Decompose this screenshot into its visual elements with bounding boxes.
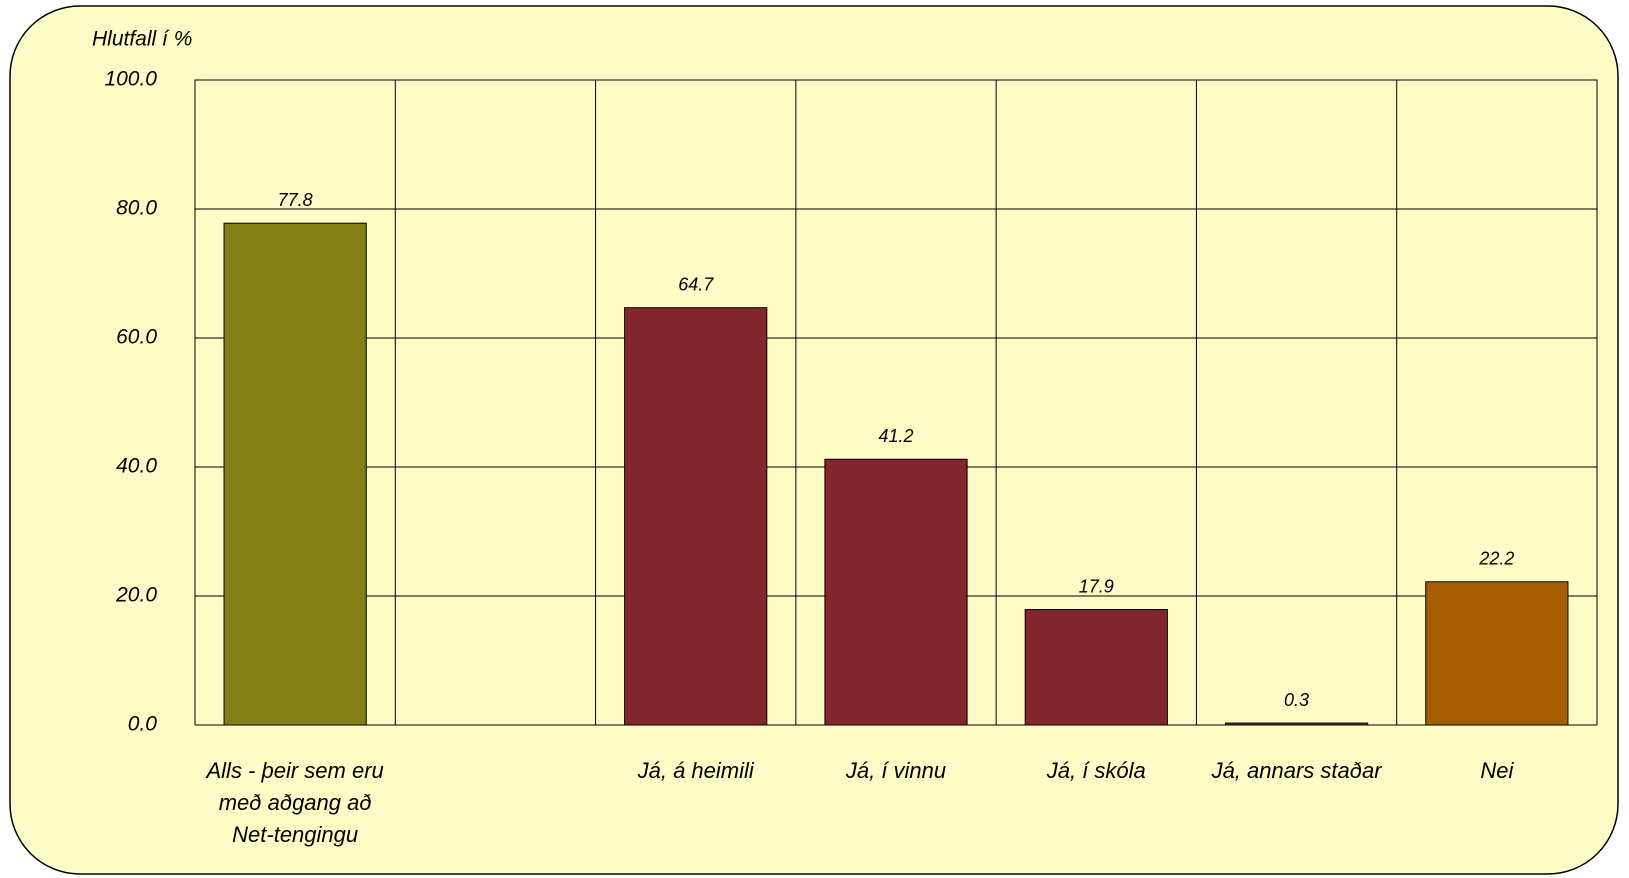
x-tick-label: Já, á heimili bbox=[637, 758, 754, 783]
y-tick-label: 40.0 bbox=[116, 455, 157, 478]
y-tick-label: 60.0 bbox=[116, 326, 157, 349]
data-label: 17.9 bbox=[1079, 576, 1114, 596]
y-tick-label: 80.0 bbox=[116, 197, 157, 220]
x-tick-label: Já, annars staðar bbox=[1211, 758, 1382, 783]
x-tick-label: Alls - þeir sem eru með aðgang að Net-te… bbox=[206, 758, 384, 847]
x-tick-label: Já, í vinnu bbox=[845, 758, 947, 783]
y-axis-label: Hlutfall í % bbox=[92, 28, 192, 51]
x-tick-label: Nei bbox=[1480, 758, 1514, 783]
y-tick-label: 0.0 bbox=[128, 713, 158, 736]
data-label: 41.2 bbox=[878, 426, 913, 446]
data-label: 64.7 bbox=[678, 274, 714, 294]
data-label: 0.3 bbox=[1284, 690, 1309, 710]
chart-background bbox=[9, 5, 1619, 875]
data-label: 22.2 bbox=[1478, 549, 1514, 569]
bar bbox=[1224, 722, 1369, 726]
y-tick-label: 20.0 bbox=[115, 584, 157, 607]
bar bbox=[1425, 581, 1569, 726]
data-label: 77.8 bbox=[278, 190, 313, 210]
bar bbox=[1024, 609, 1168, 726]
bar bbox=[824, 458, 968, 726]
bar bbox=[624, 307, 768, 726]
y-tick-label: 100.0 bbox=[104, 68, 157, 91]
bar bbox=[223, 222, 367, 726]
x-tick-label: Já, í skóla bbox=[1046, 758, 1146, 783]
